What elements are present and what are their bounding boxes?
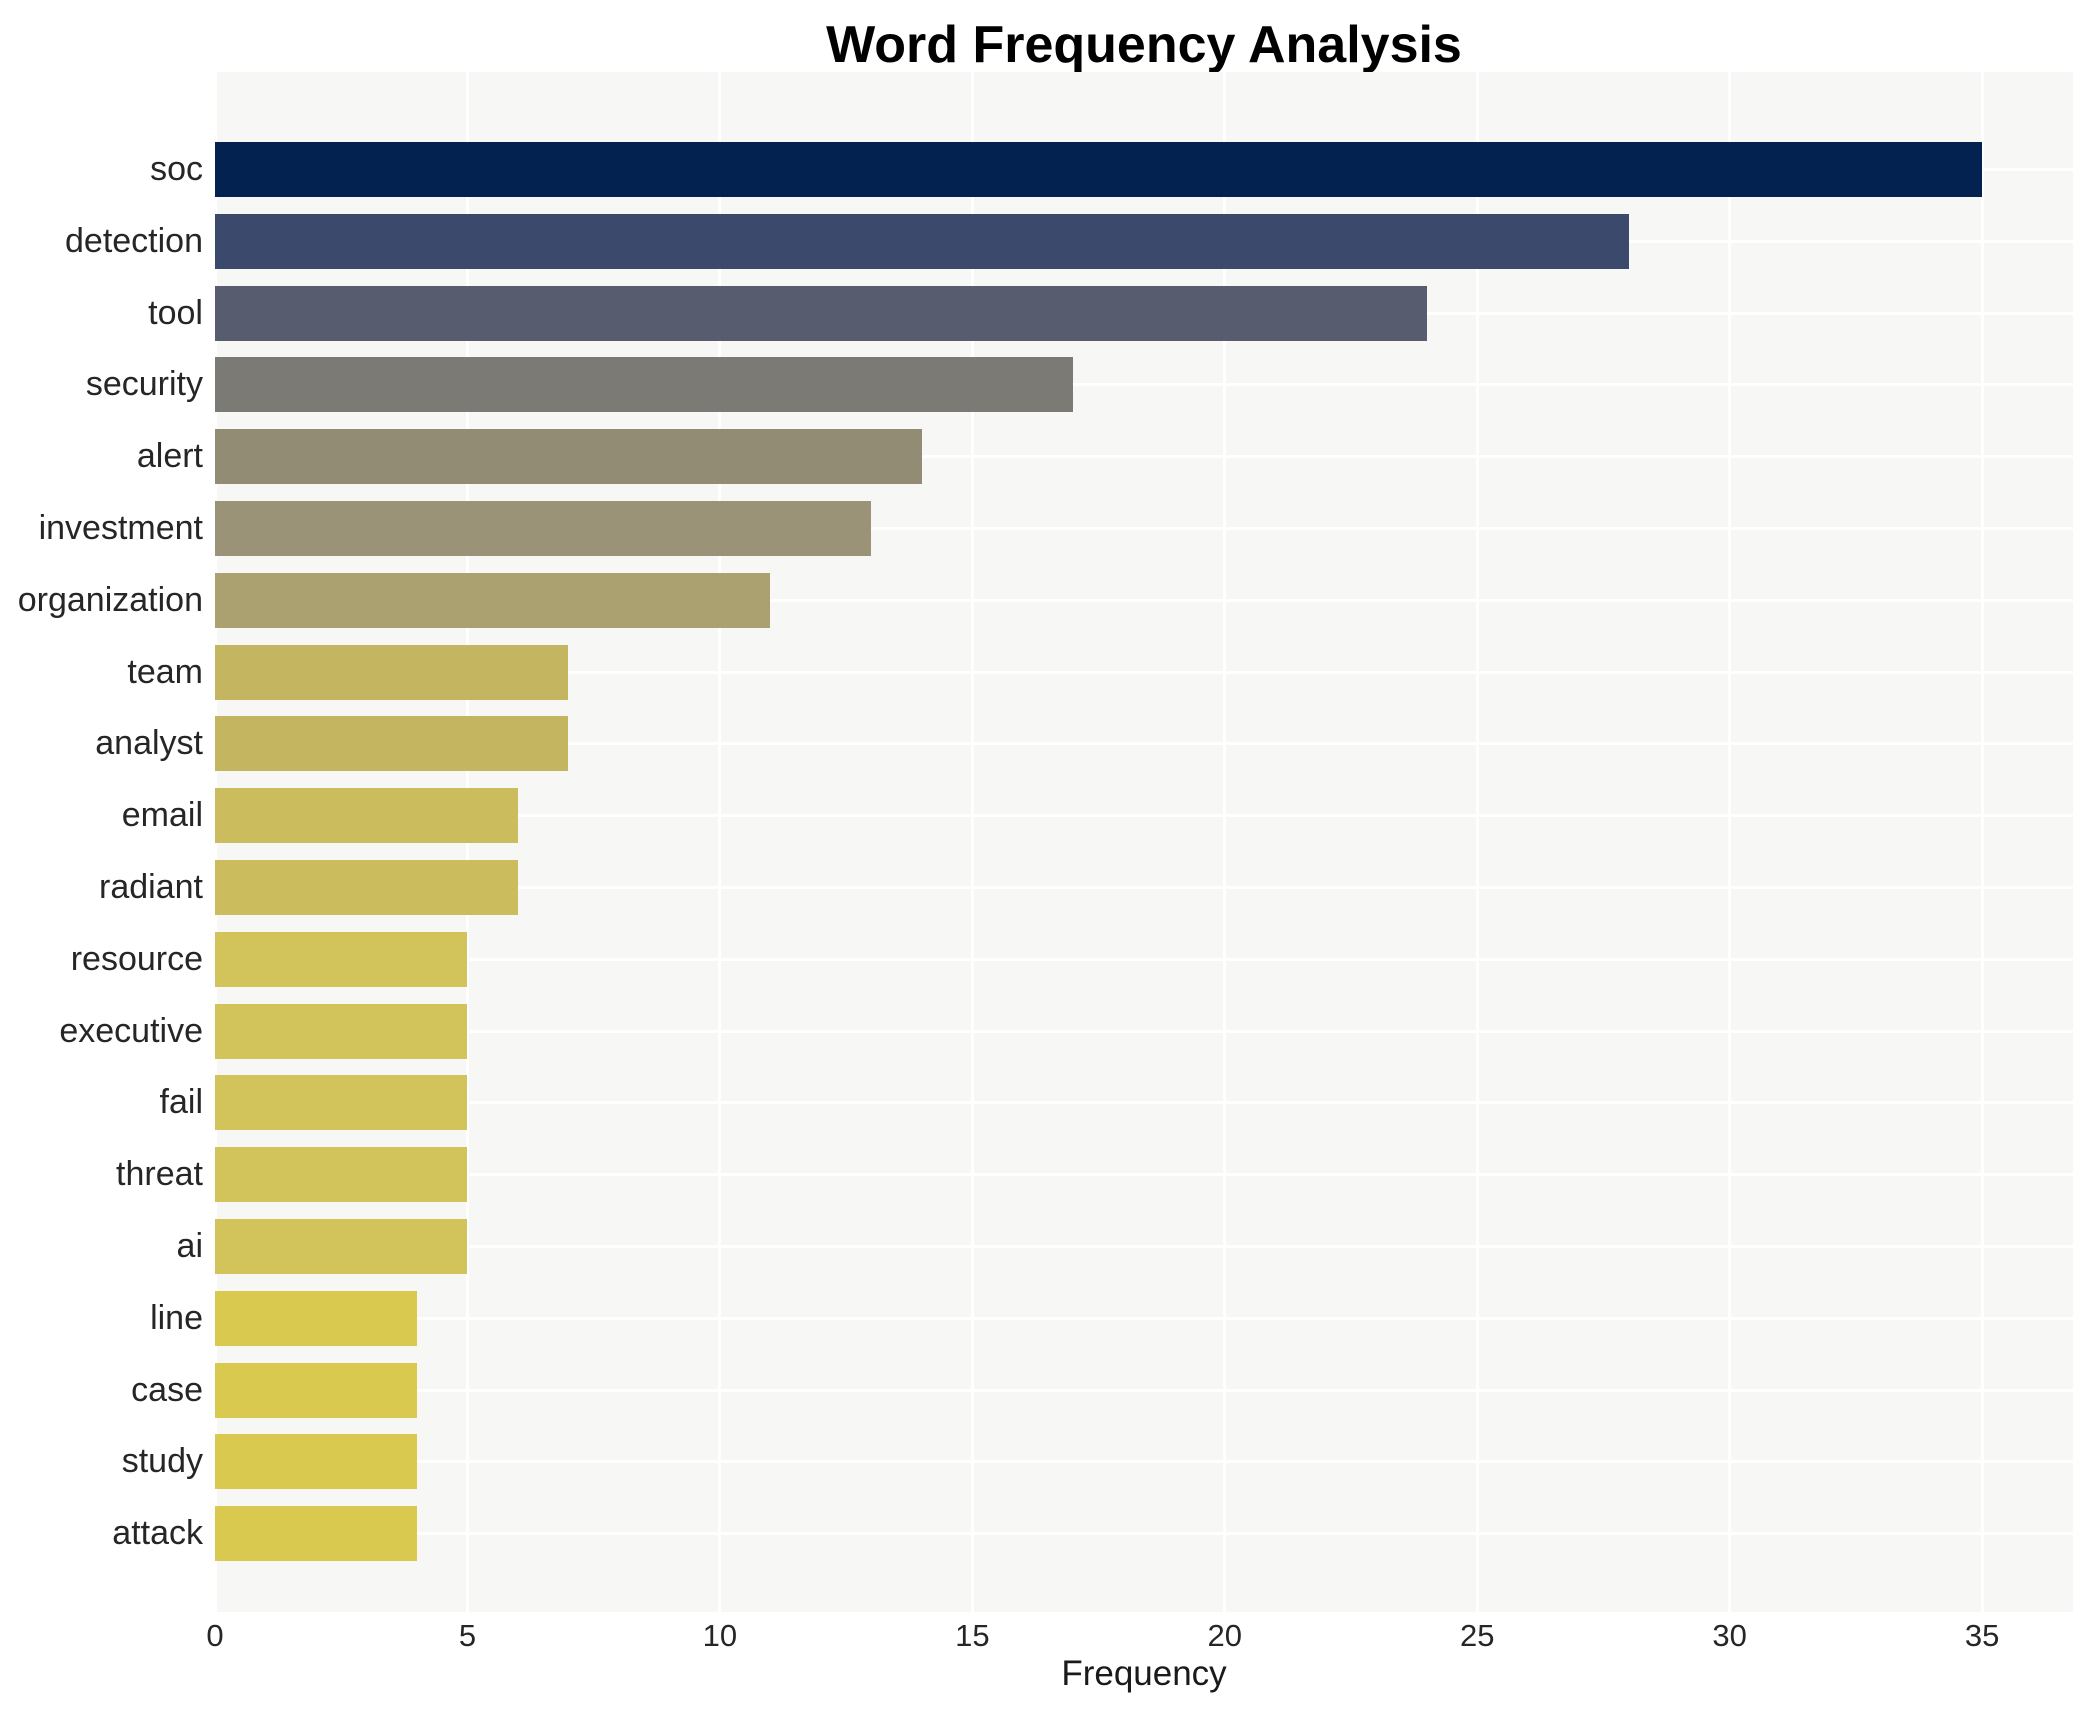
x-tick-35: 35 [1964,1618,2000,1653]
gridline-y-team [215,670,2073,674]
bar-radiant [215,860,518,915]
bar-team [215,644,569,700]
y-label-line: line [150,1298,203,1337]
bar-tool [215,285,1427,341]
gridline-x-15 [970,72,974,1612]
y-label-soc: soc [150,150,203,188]
x-tick-15: 15 [955,1618,990,1653]
y-label-email: email [121,796,203,835]
gridline-x-20 [1223,72,1227,1612]
bar-alert [215,429,922,485]
gridline-x-35 [1980,72,1984,1612]
plot-area [213,72,2073,1612]
x-axis-label: Frequency [1061,1654,1227,1693]
y-label-attack: attack [112,1514,203,1553]
bar-threat [215,1147,468,1203]
y-label-resource: resource [70,939,203,978]
bar-resource [215,931,468,987]
y-label-analyst: analyst [95,724,203,763]
y-label-study: study [121,1442,203,1481]
gridline-y-fail [215,1101,2073,1105]
y-label-security: security [85,365,203,404]
x-tick-5: 5 [458,1618,477,1653]
x-tick-25: 25 [1459,1618,1495,1653]
x-tick-0: 0 [206,1618,224,1653]
gridline-y-security [215,383,2073,387]
gridline-y-line [215,1316,2073,1320]
y-label-investment: investment [38,509,203,547]
gridline-y-alert [215,455,2073,459]
gridline-y-case [215,1388,2073,1392]
gridline-y-email [215,814,2073,818]
bar-detection [215,213,1629,269]
gridline-y-analyst [215,742,2073,746]
y-label-alert: alert [136,437,203,476]
y-label-team: team [127,652,203,691]
bar-line [215,1290,417,1346]
bar-study [215,1434,417,1490]
y-label-executive: executive [59,1011,203,1050]
bar-soc [215,142,1983,197]
gridline-y-threat [215,1173,2073,1177]
gridline-y-organization [215,598,2073,602]
x-tick-20: 20 [1207,1618,1243,1653]
x-tick-10: 10 [702,1618,738,1653]
bar-attack [215,1506,417,1562]
y-label-threat: threat [116,1155,203,1194]
gridline-x-10 [718,72,722,1612]
bar-email [215,788,518,844]
bar-fail [215,1075,468,1131]
gridline-y-radiant [215,886,2073,889]
y-label-organization: organization [17,580,203,619]
y-label-radiant: radiant [99,868,203,906]
bar-executive [215,1003,468,1059]
bar-security [215,357,1074,413]
gridline-y-attack [215,1532,2073,1536]
y-label-ai: ai [176,1227,203,1265]
chart-title: Word Frequency Analysis [826,16,1462,74]
y-label-detection: detection [65,221,203,260]
y-label-case: case [131,1370,203,1409]
bar-organization [215,572,771,628]
bar-ai [215,1219,468,1274]
y-label-fail: fail [159,1083,203,1122]
y-label-tool: tool [148,293,203,332]
bar-investment [215,501,872,556]
gridline-x-30 [1728,72,1732,1612]
x-tick-30: 30 [1712,1618,1747,1653]
gridline-y-study [215,1460,2073,1464]
gridline-y-resource [215,957,2073,961]
gridline-y-ai [215,1245,2073,1248]
bar-analyst [215,716,569,772]
gridline-y-executive [215,1029,2073,1033]
gridline-y-investment [215,527,2073,530]
gridline-x-25 [1475,72,1479,1612]
bar-case [215,1362,417,1418]
